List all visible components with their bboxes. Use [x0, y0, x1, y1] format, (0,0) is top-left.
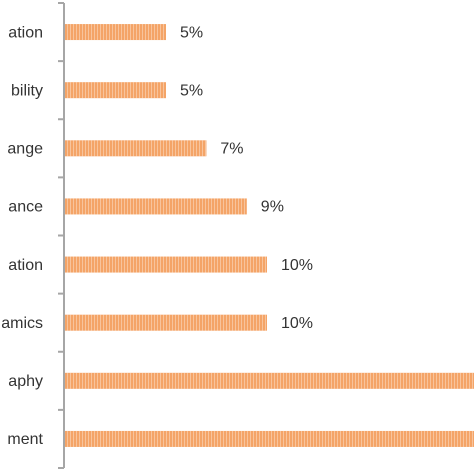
category-label: ation — [8, 257, 43, 274]
category-label: bility — [11, 82, 43, 99]
category-label: ation — [8, 24, 43, 41]
bar-texture — [65, 24, 166, 41]
data-label: 5% — [180, 24, 203, 41]
data-label: 5% — [180, 82, 203, 99]
bar-texture — [65, 140, 207, 157]
category-label: ance — [8, 199, 43, 216]
data-label: 7% — [220, 141, 243, 158]
bar-texture — [65, 198, 247, 215]
bar-texture — [65, 314, 267, 331]
bar-texture — [65, 430, 474, 447]
data-label: 9% — [261, 199, 284, 216]
category-label: aphy — [8, 373, 43, 390]
category-label: ment — [7, 431, 43, 448]
bar-texture — [65, 82, 166, 99]
data-label: 10% — [281, 257, 313, 274]
bar-texture — [65, 256, 267, 273]
data-label: 10% — [281, 315, 313, 332]
category-label: ange — [7, 141, 43, 158]
category-label: amics — [1, 315, 43, 332]
bar-texture — [65, 372, 474, 389]
